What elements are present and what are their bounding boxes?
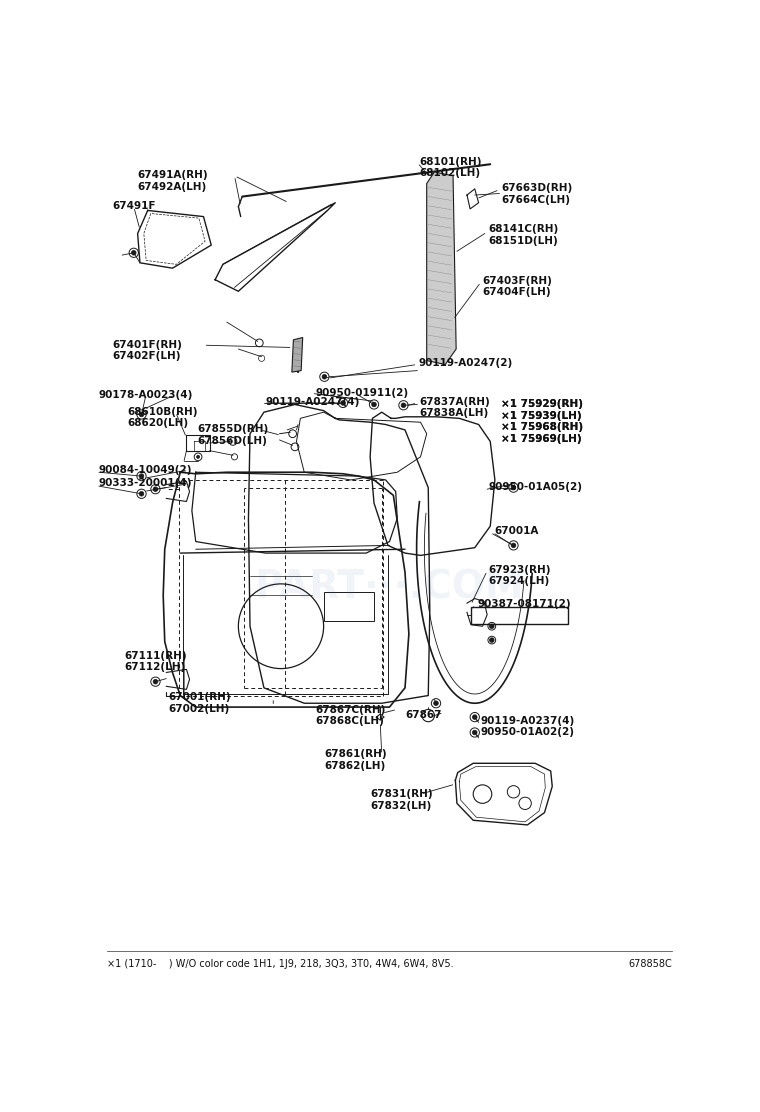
Circle shape bbox=[131, 250, 136, 255]
Text: 90119-A0237(4)
90950-01A02(2): 90119-A0237(4) 90950-01A02(2) bbox=[480, 715, 575, 737]
Circle shape bbox=[197, 455, 200, 458]
Circle shape bbox=[139, 413, 144, 417]
Circle shape bbox=[511, 543, 516, 548]
Text: 67867: 67867 bbox=[405, 711, 442, 721]
Circle shape bbox=[139, 474, 144, 478]
Text: 90387-08171(2): 90387-08171(2) bbox=[477, 599, 571, 609]
Text: 67663D(RH)
67664C(LH): 67663D(RH) 67664C(LH) bbox=[501, 183, 572, 205]
Text: 67491F: 67491F bbox=[112, 201, 156, 211]
Text: ×1 75929(RH)
×1 75939(LH)
×1 75968(RH)
×1 75969(LH): ×1 75929(RH) ×1 75939(LH) ×1 75968(RH) ×… bbox=[501, 399, 583, 444]
Text: 90178-A0023(4): 90178-A0023(4) bbox=[99, 390, 193, 400]
Text: ×1 75929(RH)
×1 75939(LH)
×1 75968(RH)
×1 75969(LH): ×1 75929(RH) ×1 75939(LH) ×1 75968(RH) ×… bbox=[501, 399, 583, 444]
Text: 90950-01A05(2): 90950-01A05(2) bbox=[489, 483, 583, 493]
Text: 68141C(RH)
68151D(LH): 68141C(RH) 68151D(LH) bbox=[489, 225, 559, 246]
Text: PART···.COM: PART···.COM bbox=[255, 568, 524, 607]
Text: 68101(RH)
68102(LH): 68101(RH) 68102(LH) bbox=[419, 157, 481, 178]
Text: 90084-10049(2): 90084-10049(2) bbox=[99, 465, 192, 475]
Text: 90950-01911(2): 90950-01911(2) bbox=[316, 388, 409, 397]
Text: 67403F(RH)
67404F(LH): 67403F(RH) 67404F(LH) bbox=[483, 276, 553, 298]
Text: 67861(RH)
67862(LH): 67861(RH) 67862(LH) bbox=[325, 749, 387, 771]
Circle shape bbox=[153, 679, 158, 684]
Circle shape bbox=[473, 715, 477, 719]
Text: 90333-20001(4): 90333-20001(4) bbox=[99, 478, 192, 488]
Bar bbox=[471, 607, 568, 624]
Text: 678858C: 678858C bbox=[629, 959, 673, 969]
Circle shape bbox=[489, 638, 494, 643]
Circle shape bbox=[372, 403, 376, 407]
Circle shape bbox=[434, 701, 439, 705]
Text: 67867C(RH)
67868C(LH): 67867C(RH) 67868C(LH) bbox=[316, 705, 386, 726]
Polygon shape bbox=[292, 337, 302, 373]
Circle shape bbox=[139, 492, 144, 496]
Circle shape bbox=[489, 624, 494, 628]
Text: 90119-A0247(2): 90119-A0247(2) bbox=[419, 358, 513, 368]
Text: 67831(RH)
67832(LH): 67831(RH) 67832(LH) bbox=[370, 790, 432, 811]
Text: 68610B(RH)
68620(LH): 68610B(RH) 68620(LH) bbox=[128, 407, 198, 428]
Text: 67001A: 67001A bbox=[494, 526, 539, 536]
Polygon shape bbox=[426, 172, 456, 365]
Circle shape bbox=[153, 487, 158, 492]
Text: 90119-A0247(4): 90119-A0247(4) bbox=[265, 397, 360, 407]
Bar bbox=[324, 592, 374, 620]
Circle shape bbox=[511, 485, 516, 490]
Text: 67001(RH)
67002(LH): 67001(RH) 67002(LH) bbox=[169, 693, 231, 714]
Text: ×1 (1710-    ) W/O color code 1H1, 1J9, 218, 3Q3, 3T0, 4W4, 6W4, 8V5.: ×1 (1710- ) W/O color code 1H1, 1J9, 218… bbox=[106, 959, 453, 969]
Circle shape bbox=[322, 375, 327, 379]
Circle shape bbox=[340, 400, 345, 405]
Text: 67491A(RH)
67492A(LH): 67491A(RH) 67492A(LH) bbox=[138, 170, 208, 192]
Circle shape bbox=[401, 403, 406, 408]
Circle shape bbox=[473, 731, 477, 735]
Text: 67923(RH)
67924(LH): 67923(RH) 67924(LH) bbox=[489, 565, 551, 586]
Text: 67855D(RH)
67856D(LH): 67855D(RH) 67856D(LH) bbox=[198, 425, 268, 446]
Text: 67111(RH)
67112(LH): 67111(RH) 67112(LH) bbox=[125, 651, 187, 673]
Text: 67401F(RH)
67402F(LH): 67401F(RH) 67402F(LH) bbox=[112, 340, 182, 361]
Text: 67837A(RH)
67838A(LH): 67837A(RH) 67838A(LH) bbox=[419, 397, 489, 418]
